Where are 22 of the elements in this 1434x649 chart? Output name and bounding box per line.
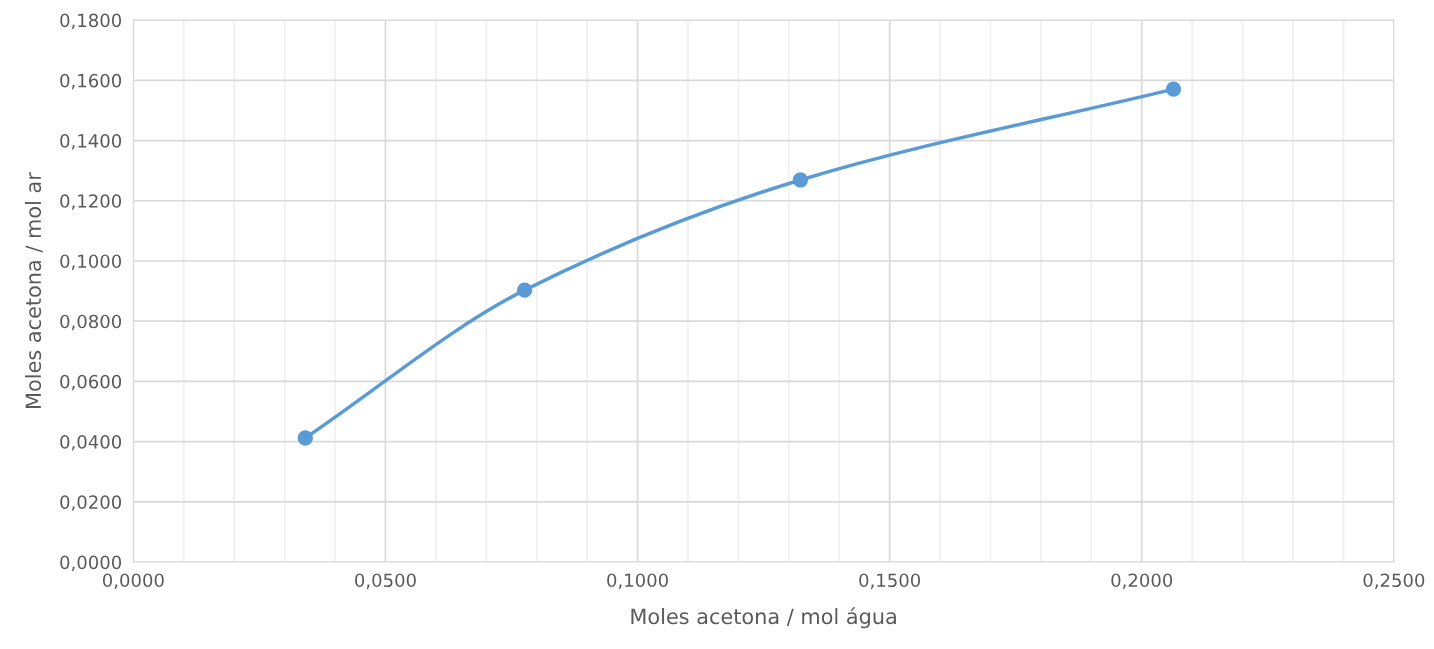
y-tick-label: 0,0200 [60,495,122,511]
x-tick-label: 0,0000 [102,573,164,589]
y-axis-title: Moles acetona / mol ar [25,172,43,408]
y-tick-label: 0,0000 [60,555,122,571]
x-tick-label: 0,2000 [1111,573,1173,589]
y-tick-label: 0,1000 [60,254,122,270]
x-tick-label: 0,0500 [355,573,416,589]
point [792,172,809,188]
point [516,282,533,298]
x-tick-label: 0,1500 [859,573,921,589]
y-tick-label: 0,0800 [60,314,122,331]
x-tick-label: 0,1000 [607,573,668,589]
y-tick-label: 0,1800 [60,13,122,30]
y-tick-label: 0,1600 [60,73,122,90]
y-tick-label: 0,1200 [60,194,122,210]
y-tick-label: 0,0600 [60,374,122,391]
y-tick-label: 0,0400 [60,435,122,451]
point [297,430,313,446]
y-tick-label: 0,1400 [60,134,122,150]
point [1165,81,1182,97]
x-axis-title: Moles acetona / mol água [631,607,896,629]
x-tick-label: 0,2500 [1363,573,1425,589]
